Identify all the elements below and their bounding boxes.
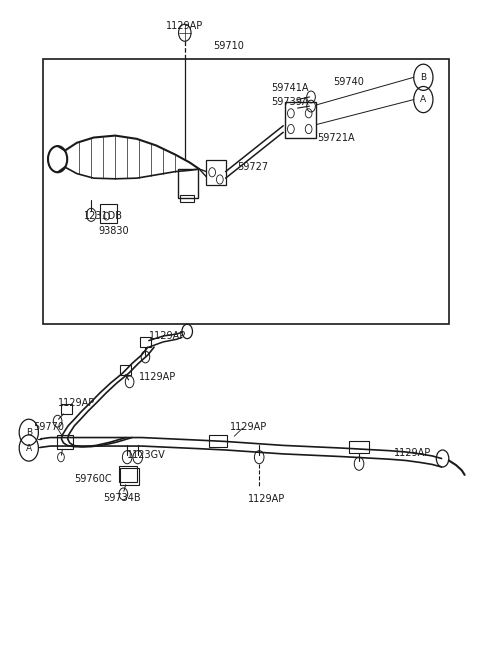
Text: 59740: 59740 [334, 77, 364, 87]
Text: 1231DB: 1231DB [84, 211, 123, 221]
Bar [140, 337, 151, 347]
Text: 93830: 93830 [98, 225, 129, 236]
Bar [178, 169, 198, 198]
Bar [209, 435, 227, 447]
Text: 59710: 59710 [214, 41, 244, 51]
Text: 1129AP: 1129AP [149, 331, 186, 341]
Text: 59741A: 59741A [271, 83, 309, 94]
Text: B: B [420, 73, 426, 82]
Text: 1123GV: 1123GV [127, 450, 166, 460]
Text: B: B [26, 428, 32, 437]
Text: 59760C: 59760C [74, 474, 112, 485]
Bar [57, 435, 73, 449]
Bar [120, 468, 139, 485]
Text: 59734B: 59734B [103, 493, 141, 503]
Text: 1129AP: 1129AP [139, 371, 177, 382]
Bar [100, 204, 117, 223]
Text: 1129AP: 1129AP [230, 422, 268, 432]
Bar [119, 466, 137, 482]
Bar [349, 441, 369, 453]
Text: 1129AP: 1129AP [166, 21, 204, 31]
Text: 1129AP: 1129AP [58, 398, 95, 408]
Text: 59739A: 59739A [271, 96, 309, 107]
Text: A: A [26, 443, 32, 453]
Text: A: A [420, 95, 426, 104]
Text: 59727: 59727 [238, 162, 269, 172]
Bar [43, 59, 449, 324]
Text: 1129AP: 1129AP [394, 448, 431, 458]
Bar [120, 365, 131, 375]
Text: 59770: 59770 [34, 422, 65, 432]
Bar [206, 160, 226, 185]
Text: 59721A: 59721A [317, 132, 354, 143]
Bar [180, 195, 194, 202]
Bar [61, 404, 72, 414]
Text: 1129AP: 1129AP [248, 494, 285, 504]
Bar [285, 102, 316, 138]
